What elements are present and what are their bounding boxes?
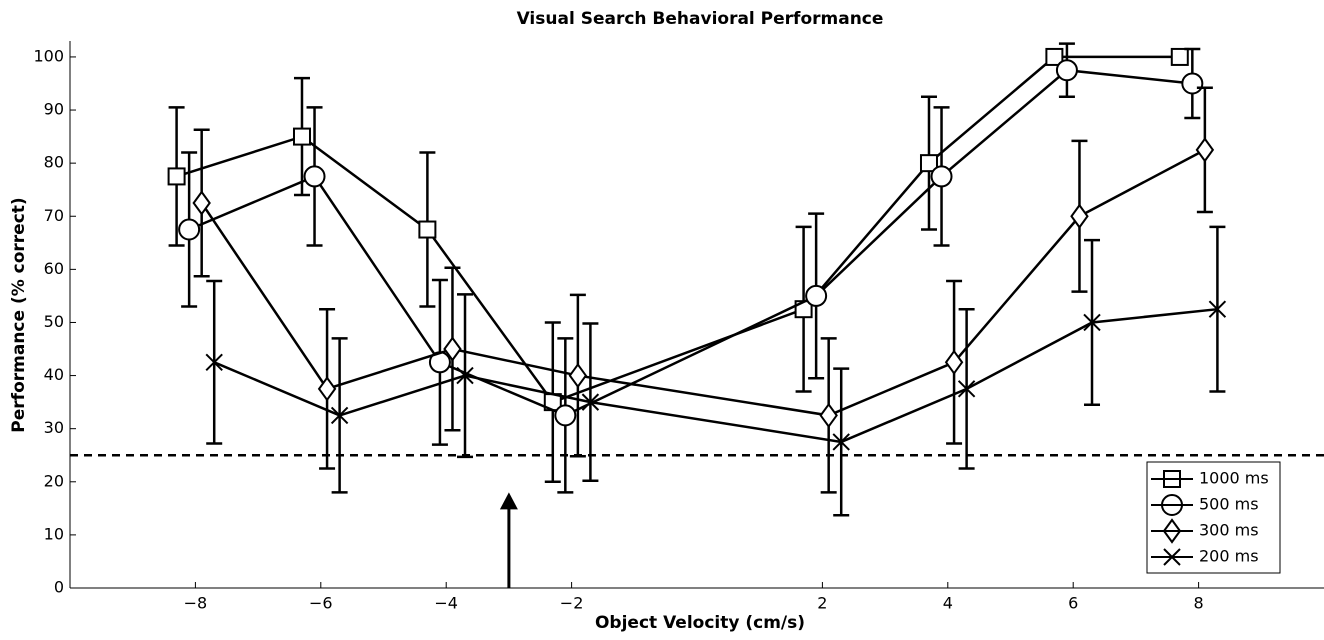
marker xyxy=(554,404,577,427)
y-axis-label: Performance (% correct) xyxy=(9,197,29,432)
marker xyxy=(178,218,201,241)
marker xyxy=(930,165,953,188)
marker xyxy=(1070,203,1089,229)
y-tick-label: 60 xyxy=(44,259,64,278)
y-tick-label: 20 xyxy=(44,471,64,490)
x-tick-label: −6 xyxy=(309,594,333,613)
marker xyxy=(1083,313,1101,332)
marker xyxy=(443,336,462,362)
x-tick-label: 4 xyxy=(943,594,953,613)
marker xyxy=(205,353,223,372)
legend-label: 300 ms xyxy=(1199,521,1259,540)
marker xyxy=(1055,59,1078,82)
marker xyxy=(192,190,211,216)
marker xyxy=(456,366,474,385)
series-line xyxy=(213,307,1218,444)
y-tick-label: 30 xyxy=(44,418,64,437)
x-tick-label: 6 xyxy=(1068,594,1078,613)
marker xyxy=(581,393,600,411)
x-axis-label: Object Velocity (cm/s) xyxy=(595,613,805,633)
marker xyxy=(568,362,588,389)
x-tick-label: 2 xyxy=(817,594,827,613)
marker xyxy=(832,433,850,451)
marker xyxy=(1208,300,1227,318)
y-tick-label: 90 xyxy=(44,100,64,119)
marker xyxy=(1162,518,1182,544)
marker xyxy=(919,154,938,173)
x-tick-label: 8 xyxy=(1194,594,1204,613)
y-tick-label: 40 xyxy=(44,365,64,384)
x-tick-label: −4 xyxy=(434,594,458,613)
marker xyxy=(1163,470,1181,488)
legend-label: 500 ms xyxy=(1199,495,1259,514)
marker xyxy=(292,127,311,146)
marker xyxy=(330,406,349,425)
y-tick-label: 0 xyxy=(54,578,64,597)
marker xyxy=(1195,137,1215,163)
marker xyxy=(944,349,964,375)
series-line xyxy=(176,55,1180,404)
marker xyxy=(1181,72,1204,95)
y-tick-label: 70 xyxy=(44,206,64,225)
legend-label: 1000 ms xyxy=(1199,469,1269,488)
x-tick-label: −8 xyxy=(184,594,208,613)
y-tick-label: 10 xyxy=(44,524,64,543)
series-line xyxy=(200,148,1206,417)
marker xyxy=(167,167,186,186)
legend-label: 200 ms xyxy=(1199,547,1259,566)
arrow-head xyxy=(499,492,518,510)
chart-title: Visual Search Behavioral Performance xyxy=(517,9,884,29)
y-tick-label: 50 xyxy=(44,312,64,331)
marker xyxy=(303,165,326,188)
y-tick-label: 80 xyxy=(44,153,64,172)
y-tick-label: 100 xyxy=(33,46,64,65)
series-line xyxy=(188,68,1193,417)
marker xyxy=(957,380,976,398)
marker xyxy=(1161,494,1183,516)
marker xyxy=(805,284,828,307)
marker xyxy=(317,376,337,402)
marker xyxy=(418,220,437,239)
marker xyxy=(1045,47,1064,66)
marker xyxy=(1170,47,1189,66)
x-tick-label: −2 xyxy=(560,594,584,613)
marker xyxy=(819,402,838,429)
marker xyxy=(1163,548,1181,566)
